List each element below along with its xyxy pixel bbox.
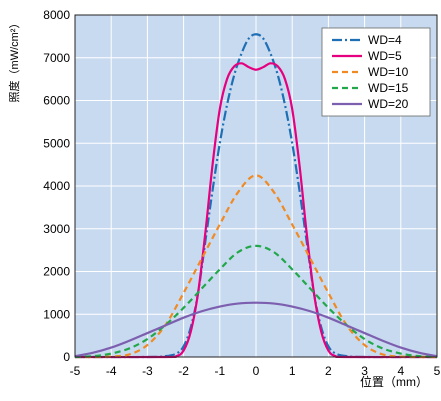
x-tick-label: -4 (106, 364, 117, 378)
y-tick-label: 8000 (43, 8, 70, 22)
legend: WD=4 WD=5 WD=10 WD=15 WD=20 (321, 27, 431, 117)
x-tick-label: -2 (178, 364, 189, 378)
y-tick-labels: 0 1000 2000 3000 4000 5000 6000 7000 8000 (43, 8, 70, 364)
series-line (74, 62, 438, 359)
legend-label: WD=20 (368, 97, 409, 111)
y-tick-label: 3000 (43, 222, 70, 236)
x-axis-label: 位置（mm） (360, 374, 428, 389)
y-axis-label: 照度（mW/cm²） (7, 18, 21, 103)
x-tick-label: 1 (289, 364, 296, 378)
series-line (74, 174, 438, 359)
y-tick-label: 7000 (43, 51, 70, 65)
x-tick-label: -1 (214, 364, 225, 378)
y-tick-label: 1000 (43, 307, 70, 321)
legend-label: WD=10 (368, 65, 409, 79)
series-line (74, 244, 438, 359)
legend-label: WD=5 (368, 49, 402, 63)
y-tick-label: 0 (63, 350, 70, 364)
series-lines (74, 33, 438, 359)
y-tick-label: 2000 (43, 265, 70, 279)
x-tick-label: 4 (397, 364, 404, 378)
series-line (74, 301, 438, 358)
plot-frame (74, 14, 438, 358)
x-tick-label: 2 (325, 364, 332, 378)
series-line (74, 33, 438, 359)
y-tick-label: 4000 (43, 179, 70, 193)
legend-label: WD=4 (368, 33, 402, 47)
x-tick-label: 3 (361, 364, 368, 378)
x-tick-label: 0 (253, 364, 260, 378)
x-tick-labels: -5 -4 -3 -2 -1 0 1 2 3 4 5 (70, 364, 441, 378)
x-tick-label: -3 (142, 364, 153, 378)
legend-box (321, 27, 431, 117)
legend-label: WD=15 (368, 81, 409, 95)
y-tick-label: 5000 (43, 136, 70, 150)
x-tick-label: -5 (70, 364, 81, 378)
x-tick-label: 5 (434, 364, 441, 378)
y-tick-label: 6000 (43, 94, 70, 108)
